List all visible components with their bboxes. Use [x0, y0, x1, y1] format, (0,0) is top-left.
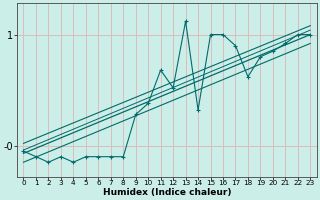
X-axis label: Humidex (Indice chaleur): Humidex (Indice chaleur): [103, 188, 231, 197]
